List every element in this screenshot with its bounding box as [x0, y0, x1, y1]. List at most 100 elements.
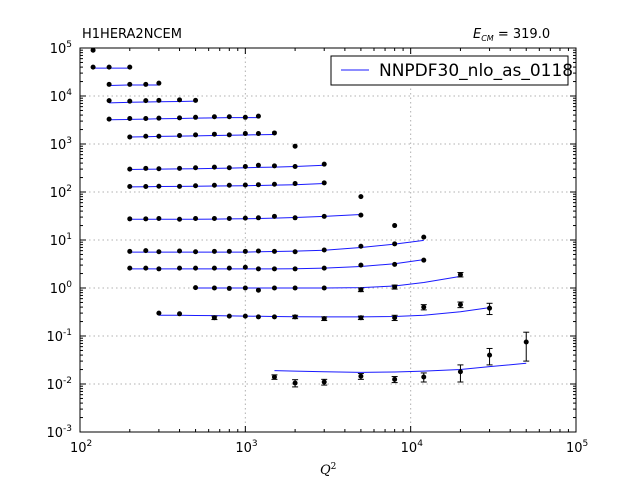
data-point	[321, 180, 327, 186]
data-point	[242, 163, 248, 169]
data-point	[255, 162, 261, 168]
data-point	[255, 266, 261, 272]
y-tick-label: 105	[50, 40, 72, 57]
data-point	[177, 248, 183, 254]
data-point	[127, 265, 133, 271]
grid-layer	[80, 48, 576, 432]
data-point	[177, 216, 183, 222]
data-point	[127, 216, 133, 222]
x-axis-label: Q2	[320, 462, 336, 478]
data-point	[292, 181, 298, 187]
x-tick-label: 102	[70, 439, 92, 456]
data-point	[242, 248, 248, 254]
data-point	[421, 304, 427, 310]
data-point	[193, 265, 199, 271]
data-point	[211, 315, 217, 321]
data-point	[177, 183, 183, 189]
data-point	[177, 311, 183, 317]
data-point	[358, 287, 364, 293]
data-point	[143, 216, 149, 222]
title-right-symbol: E	[473, 27, 482, 42]
data-point	[255, 314, 261, 320]
data-point	[127, 115, 133, 121]
data-point	[392, 376, 398, 382]
data-point	[321, 316, 327, 322]
data-point	[358, 315, 364, 321]
data-point	[255, 287, 261, 293]
y-tick-label: 103	[50, 136, 72, 153]
data-point	[143, 115, 149, 121]
data-point	[271, 163, 277, 169]
y-tick-exp: 4	[66, 88, 72, 98]
x-tick-base: 10	[401, 441, 418, 456]
data-point	[271, 181, 277, 187]
data-point	[292, 266, 298, 272]
data-point	[106, 98, 112, 104]
theory-curve	[195, 275, 461, 289]
data-point	[143, 248, 149, 254]
theory-curve	[129, 133, 275, 138]
data-point	[177, 133, 183, 139]
data-point	[156, 310, 162, 316]
data-point	[392, 315, 398, 321]
data-point	[321, 161, 327, 167]
data-point	[255, 248, 261, 254]
data-point	[321, 247, 327, 253]
y-tick-base: 10	[46, 330, 63, 345]
data-point	[90, 64, 96, 70]
data-point	[143, 133, 149, 139]
data-point	[226, 114, 232, 120]
data-point	[106, 81, 112, 87]
theory-curve	[274, 362, 527, 373]
data-point	[193, 183, 199, 189]
legend-entry-label: NNPDF30_nlo_as_0118	[379, 61, 573, 81]
data-point	[421, 234, 427, 240]
data-point	[271, 130, 277, 136]
theory-curve	[109, 117, 259, 121]
data-point	[211, 114, 217, 120]
x-tick-label: 104	[401, 439, 424, 456]
y-tick-base: 10	[46, 426, 63, 441]
y-tick-base: 10	[50, 90, 67, 105]
legend: NNPDF30_nlo_as_0118	[330, 55, 573, 86]
data-point	[226, 165, 232, 171]
data-point	[242, 131, 248, 137]
x-axis-label-base: Q	[320, 463, 331, 478]
data-point	[143, 98, 149, 104]
data-point	[255, 182, 261, 188]
data-point	[271, 314, 277, 320]
title-right-sub: CM	[481, 34, 494, 43]
data-point	[523, 339, 529, 345]
y-tick-exp: 3	[66, 136, 72, 146]
data-point	[457, 369, 463, 375]
data-point	[292, 215, 298, 221]
data-point	[271, 374, 277, 380]
data-point	[193, 132, 199, 138]
data-point	[211, 164, 217, 170]
title-right-value: = 319.0	[494, 27, 550, 42]
x-tick-exp: 2	[87, 439, 93, 449]
data-point	[487, 305, 493, 311]
data-point	[292, 285, 298, 291]
data-point	[392, 241, 398, 247]
data-point	[242, 114, 248, 120]
data-point	[193, 165, 199, 171]
x-tick-base: 10	[235, 441, 252, 456]
data-points	[90, 47, 530, 388]
x-tick-label: 103	[235, 439, 257, 456]
data-point	[211, 216, 217, 222]
data-point	[156, 115, 162, 121]
y-tick-label: 104	[50, 88, 73, 105]
x-tick-base: 10	[70, 441, 87, 456]
theory-curve	[109, 100, 196, 104]
data-point	[242, 264, 248, 270]
legend-box	[330, 55, 569, 86]
axis-ticks: 102 103 104 10510-310-210-11001011021031041…	[46, 40, 588, 456]
data-point	[292, 380, 298, 386]
data-point	[226, 248, 232, 254]
data-point	[211, 182, 217, 188]
data-point	[156, 183, 162, 189]
data-point	[143, 265, 149, 271]
data-point	[156, 249, 162, 255]
y-tick-exp: 0	[66, 280, 72, 290]
